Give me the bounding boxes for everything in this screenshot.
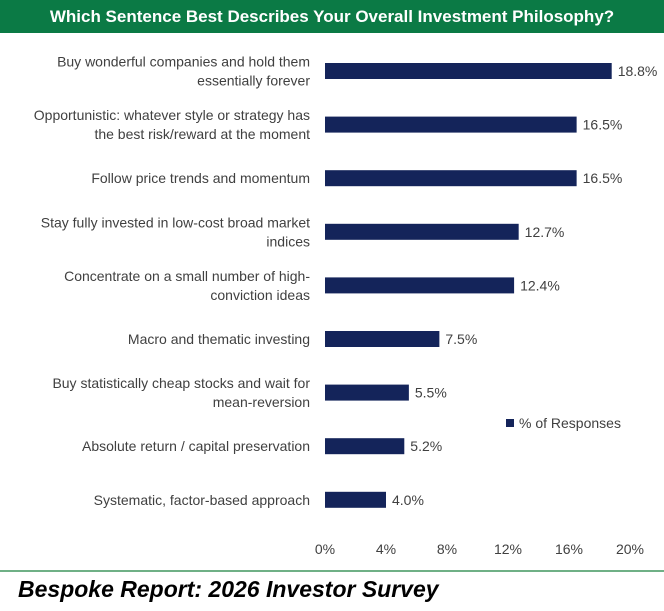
bars xyxy=(325,63,612,508)
legend: % of Responses xyxy=(506,415,621,431)
x-tick-label: 0% xyxy=(315,541,335,557)
category-labels: Buy wonderful companies and hold them ess… xyxy=(34,54,311,508)
data-label: 4.0% xyxy=(392,492,424,508)
legend-label: % of Responses xyxy=(519,415,621,431)
data-label: 5.2% xyxy=(410,438,442,454)
bar xyxy=(325,116,577,133)
x-axis-ticks: 0% 4% 8% 12% 16% 20% xyxy=(315,541,644,557)
category-label-line: Systematic, factor-based approach xyxy=(94,492,310,508)
bar xyxy=(325,277,515,294)
bar xyxy=(325,170,577,187)
data-label: 12.4% xyxy=(520,277,560,293)
category-label-line: Stay fully invested in low-cost broad ma… xyxy=(41,214,310,230)
category-label: Concentrate on a small number of high-co… xyxy=(64,268,310,303)
data-label: 5.5% xyxy=(415,385,447,401)
footer-caption: Bespoke Report: 2026 Investor Survey xyxy=(18,576,439,602)
category-label-line: Concentrate on a small number of high- xyxy=(64,268,310,284)
x-tick-label: 20% xyxy=(616,541,644,557)
legend-swatch xyxy=(506,419,514,427)
x-tick-label: 12% xyxy=(494,541,522,557)
data-label: 7.5% xyxy=(445,331,477,347)
data-label: 16.5% xyxy=(583,170,623,186)
bar xyxy=(325,438,405,455)
bar xyxy=(325,223,519,240)
footer-divider xyxy=(0,570,664,572)
bar-chart: Buy wonderful companies and hold them ess… xyxy=(34,54,658,558)
category-label-line: indices xyxy=(266,233,310,249)
category-label: Follow price trends and momentum xyxy=(91,170,310,186)
category-label: Macro and thematic investing xyxy=(128,331,310,347)
x-tick-label: 8% xyxy=(437,541,457,557)
category-label: Systematic, factor-based approach xyxy=(94,492,310,508)
category-label-line: conviction ideas xyxy=(210,287,310,303)
x-tick-label: 16% xyxy=(555,541,583,557)
category-label-line: mean-reversion xyxy=(213,394,310,410)
category-label-line: Opportunistic: whatever style or strateg… xyxy=(34,107,310,123)
category-label-line: essentially forever xyxy=(197,73,310,89)
bar xyxy=(325,384,409,401)
value-labels: 18.8% 16.5% 16.5% 12.7% 12.4% 7.5% 5.5% 5.2% 4.0… xyxy=(392,63,657,508)
bar xyxy=(325,63,612,79)
category-label-line: Buy wonderful companies and hold them xyxy=(57,54,310,70)
category-label: Buy wonderful companies and hold them ess… xyxy=(57,54,310,89)
bar xyxy=(325,331,440,347)
category-label: Stay fully invested in low-cost broad ma… xyxy=(41,214,310,249)
category-label: Absolute return / capital preservation xyxy=(82,438,310,454)
x-tick-label: 4% xyxy=(376,541,396,557)
category-label: Buy statistically cheap stocks and wait … xyxy=(52,375,310,410)
data-label: 18.8% xyxy=(618,63,658,79)
data-label: 16.5% xyxy=(583,117,623,133)
chart-title: Which Sentence Best Describes Your Overa… xyxy=(0,0,664,33)
bar xyxy=(325,491,386,508)
category-label-line: Absolute return / capital preservation xyxy=(82,438,310,454)
data-label: 12.7% xyxy=(525,224,565,240)
category-label: Opportunistic: whatever style or strateg… xyxy=(34,107,310,142)
category-label-line: the best risk/reward at the moment xyxy=(94,126,310,142)
category-label-line: Follow price trends and momentum xyxy=(91,170,310,186)
category-label-line: Macro and thematic investing xyxy=(128,331,310,347)
category-label-line: Buy statistically cheap stocks and wait … xyxy=(52,375,310,391)
